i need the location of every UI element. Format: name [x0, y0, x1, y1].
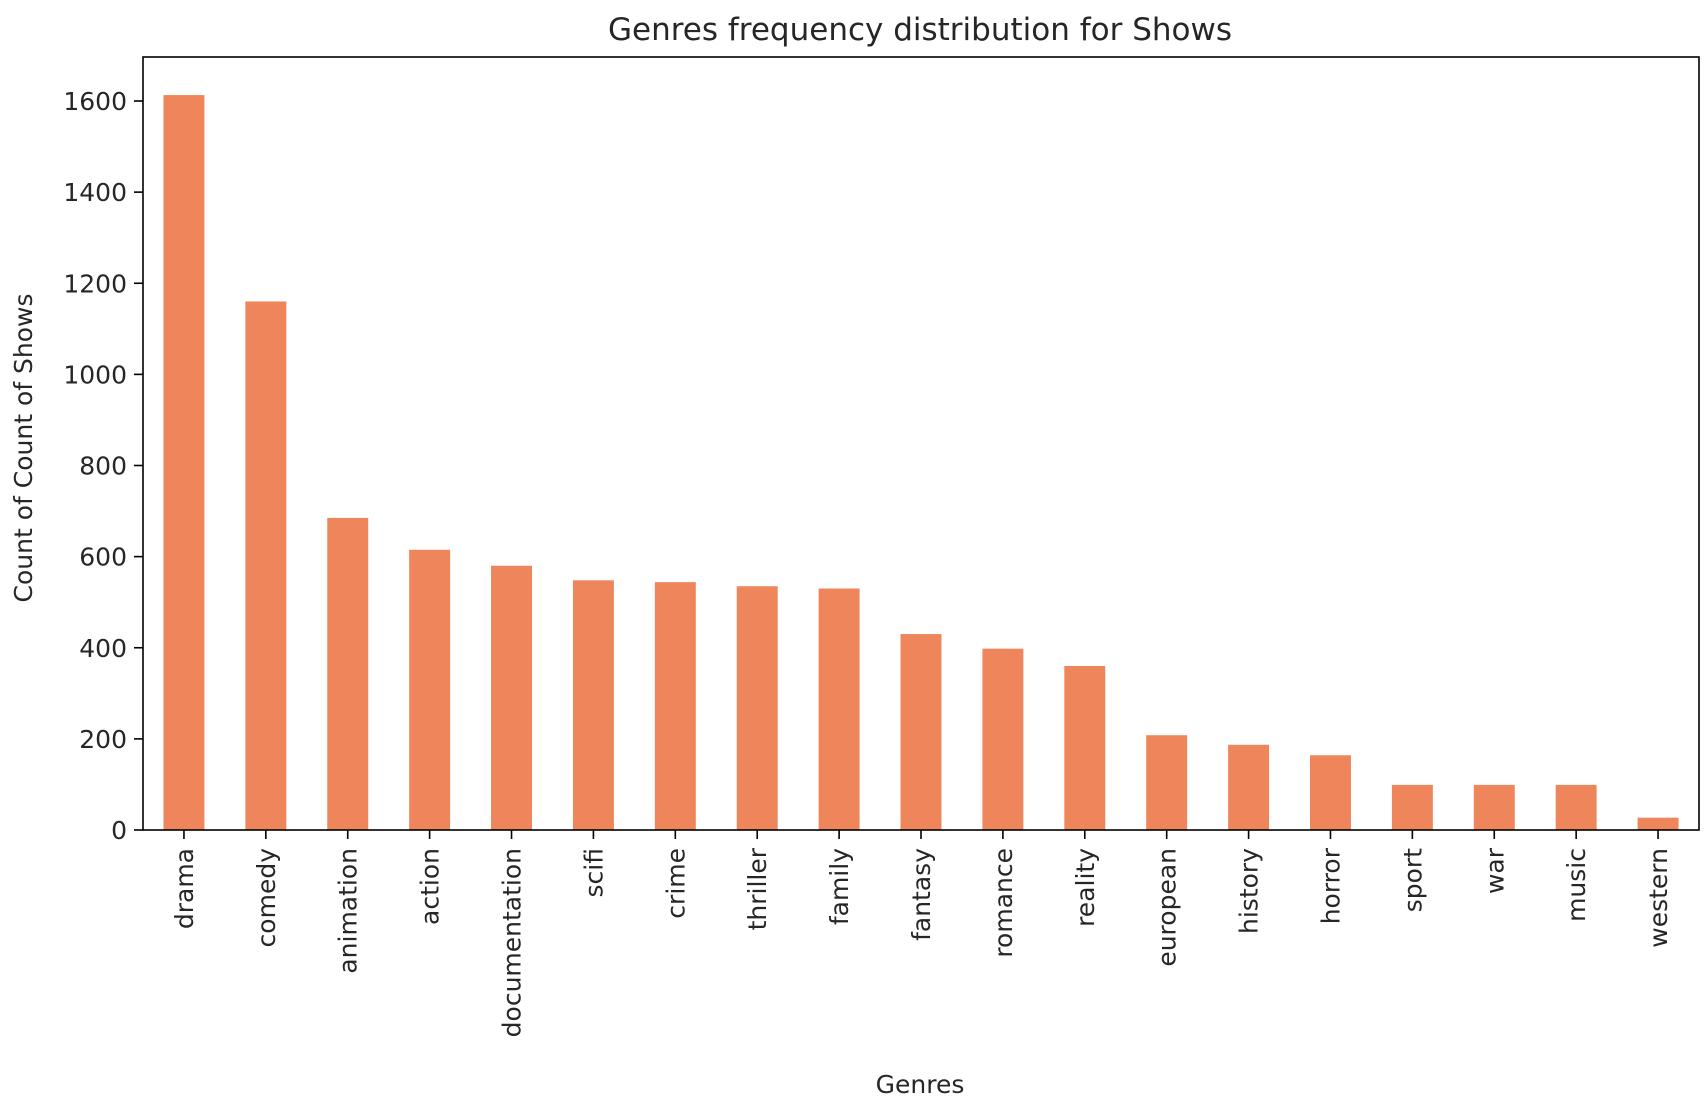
bar-thriller [736, 586, 778, 830]
bar-drama [163, 95, 205, 830]
x-tick-label: family [825, 848, 854, 925]
bar-animation [327, 517, 369, 830]
plot-frame [142, 56, 1700, 831]
bar-romance [982, 648, 1024, 830]
x-tick-label: scifi [579, 848, 608, 897]
x-tick-label: music [1562, 848, 1591, 922]
x-tick-label: drama [170, 848, 199, 929]
y-tick-label: 200 [79, 725, 127, 754]
y-tick-label: 1200 [63, 269, 127, 298]
bar-scifi [572, 580, 614, 830]
x-tick-label: animation [334, 848, 363, 974]
y-axis-label: Count of Count of Shows [9, 294, 38, 603]
x-tick-label: comedy [252, 848, 281, 948]
bars-group [163, 95, 1679, 831]
y-tick-label: 1600 [63, 87, 127, 116]
y-tick-label: 1400 [63, 178, 127, 207]
x-tick-label: crime [661, 848, 690, 919]
x-tick-label: action [416, 848, 445, 925]
x-tick-label: fantasy [907, 848, 936, 941]
y-tick-label: 1000 [63, 360, 127, 389]
x-tick-label: history [1235, 848, 1264, 934]
x-tick-label: reality [1071, 848, 1100, 927]
bar-sport [1391, 784, 1433, 830]
bar-comedy [245, 301, 287, 831]
bar-reality [1064, 665, 1106, 830]
x-axis-label: Genres [876, 1070, 965, 1099]
x-tick-label: documentation [498, 848, 527, 1037]
x-tick-label: horror [1316, 847, 1345, 924]
bar-western [1637, 817, 1679, 830]
y-tick-label: 600 [79, 543, 127, 572]
y-tick-label: 400 [79, 634, 127, 663]
bar-action [409, 549, 451, 830]
y-tick-label: 0 [111, 816, 127, 845]
x-tick-label: thriller [743, 847, 772, 930]
x-tick-label: western [1644, 848, 1673, 948]
bar-war [1473, 784, 1515, 830]
bar-family [818, 588, 860, 830]
bar-fantasy [900, 634, 942, 830]
chart-title: Genres frequency distribution for Shows [608, 12, 1232, 48]
x-tick-label: sport [1398, 848, 1427, 912]
bar-documentation [491, 565, 532, 830]
y-tick-label: 800 [79, 452, 127, 481]
x-tick-label: war [1480, 847, 1509, 894]
x-tick-label: romance [989, 848, 1018, 958]
bar-horror [1310, 755, 1351, 830]
x-axis: drama comedy animation action documentation s… [170, 830, 1673, 1037]
bar-european [1146, 735, 1188, 830]
bar-history [1228, 744, 1270, 830]
bar-music [1555, 784, 1597, 830]
bar-crime [654, 582, 696, 830]
y-axis: 0 200 400 600 800 1000 1200 1400 1600 [63, 87, 143, 845]
x-tick-label: european [1153, 848, 1182, 967]
